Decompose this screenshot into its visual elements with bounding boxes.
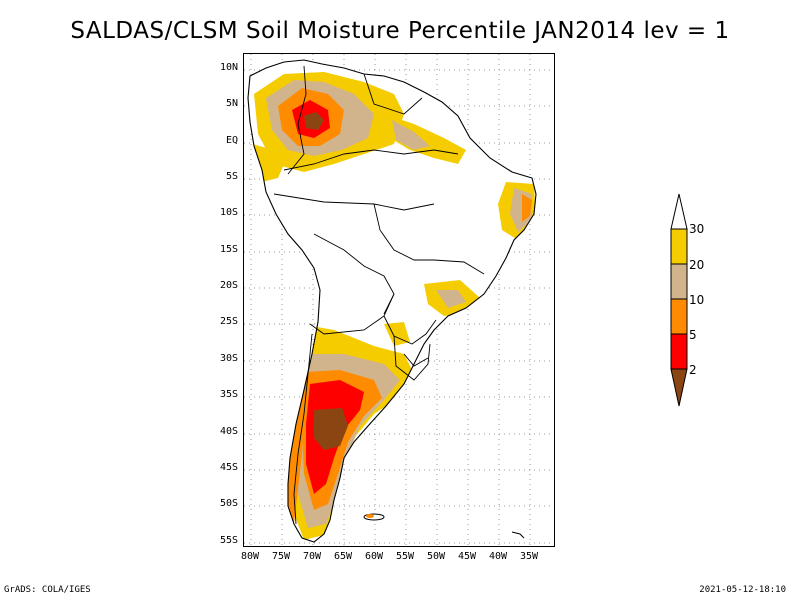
lat-label: 10S [219,207,238,218]
lon-label: 45W [457,551,477,562]
country-borders [247,59,537,543]
legend-label: 10 [689,293,705,307]
lon-label: 50W [426,551,446,562]
lat-label: 20S [219,280,238,291]
falkland-shade [366,514,374,518]
lon-label: 75W [271,551,291,562]
legend-label: 2 [689,363,697,377]
south-america-map [244,54,554,546]
lon-label: 35W [519,551,539,562]
shade-5-10 [522,194,532,222]
shade-lt2 [304,112,324,130]
lon-label: 60W [364,551,384,562]
shade-lt2 [314,408,348,450]
lat-label: 25S [219,316,238,327]
percentile-shading [252,72,536,540]
lat-label: 10N [219,62,238,73]
legend-10-20 [670,263,688,300]
legend-20-30 [670,228,688,265]
legend-label: 20 [689,258,705,272]
lat-label: 15S [219,244,238,255]
lat-label: 50S [219,498,238,509]
shade-10-20 [436,290,466,308]
legend-below-2 [670,368,688,407]
lat-label: 35S [219,389,238,400]
legend-above-30 [670,193,688,230]
legend-label: 30 [689,222,705,236]
footer-credit: GrADS: COLA/IGES [4,585,91,595]
lon-label: 40W [488,551,508,562]
lat-label: 30S [219,353,238,364]
lon-label: 65W [333,551,353,562]
lon-label: 70W [302,551,322,562]
legend-label: 5 [689,328,697,342]
legend-2-5 [670,333,688,370]
lon-label: 80W [240,551,260,562]
legend-5-10 [670,298,688,335]
lat-label: EQ [225,135,238,146]
lat-label: 40S [219,426,238,437]
lat-label: 5S [225,171,238,182]
map-title: SALDAS/CLSM Soil Moisture Percentile JAN… [70,18,730,44]
lon-label: 55W [395,551,415,562]
lat-label: 45S [219,462,238,473]
legend-colorbar [670,193,688,407]
map-area [243,53,555,547]
lat-label: 55S [219,535,238,546]
south-georgia [511,531,525,539]
lat-label: 5N [225,98,238,109]
footer-timestamp: 2021-05-12-18:10 [699,585,786,595]
shade-10-20 [392,120,430,150]
